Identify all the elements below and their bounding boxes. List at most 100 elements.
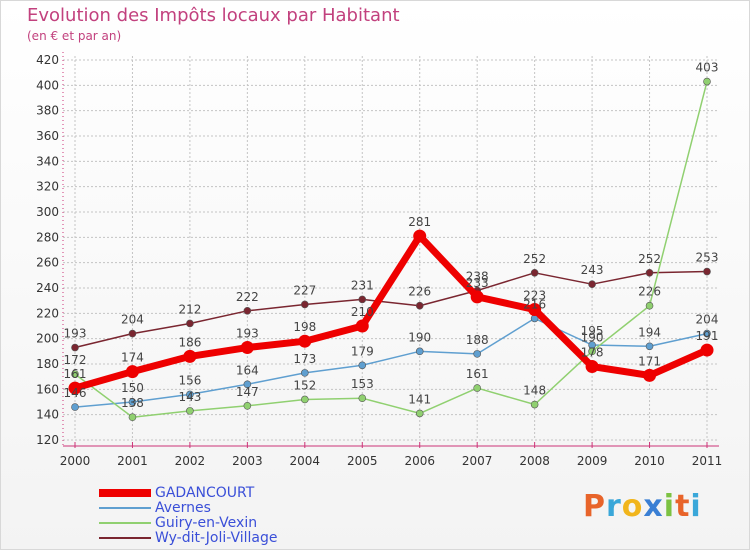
data-label-guiry-en-vexin: 172 <box>64 353 87 367</box>
legend-swatch-wy <box>99 536 151 539</box>
data-label-guiry-en-vexin: 153 <box>351 377 374 391</box>
y-tick-label: 260 <box>36 256 59 270</box>
data-label-guiry-en-vexin: 138 <box>121 396 144 410</box>
data-label-avernes: 216 <box>523 297 546 311</box>
data-point-guiry-en-vexin <box>71 370 79 378</box>
y-tick-label: 420 <box>36 53 59 67</box>
x-tick-label: 2008 <box>519 454 550 468</box>
data-label-guiry-en-vexin: 141 <box>408 392 431 406</box>
data-point-wy-dit-joli-village <box>243 306 252 315</box>
data-point-wy-dit-joli-village <box>71 343 79 352</box>
data-point-wy-dit-joli-village <box>128 329 137 338</box>
data-point-guiry-en-vexin <box>588 347 596 356</box>
x-tick-label: 2011 <box>692 454 723 468</box>
data-label-gadancourt: 178 <box>581 346 604 360</box>
data-point-guiry-en-vexin <box>415 409 424 418</box>
data-point-guiry-en-vexin <box>530 400 539 409</box>
data-label-gadancourt: 186 <box>178 335 201 349</box>
y-tick-label: 240 <box>36 281 59 295</box>
data-label-avernes: 194 <box>638 325 661 339</box>
data-label-wy-dit-joli-village: 243 <box>581 263 604 277</box>
data-label-guiry-en-vexin: 161 <box>466 367 489 381</box>
y-tick-label: 200 <box>36 332 59 346</box>
y-tick-label: 220 <box>36 306 59 320</box>
y-tick-label: 360 <box>36 129 59 143</box>
y-tick-label: 120 <box>36 433 59 447</box>
series-line-gadancourt <box>71 232 711 392</box>
data-label-avernes: 190 <box>408 330 431 344</box>
data-point-wy-dit-joli-village <box>703 267 711 276</box>
legend-label-guiry: Guiry-en-Vexin <box>155 514 258 531</box>
data-label-avernes: 195 <box>581 324 604 338</box>
data-point-guiry-en-vexin <box>301 395 309 404</box>
data-label-avernes: 164 <box>236 363 259 377</box>
legend-item-wy: Wy-dit-Joli-Village <box>99 529 278 546</box>
data-point-avernes <box>473 350 481 358</box>
data-point-wy-dit-joli-village <box>301 300 309 309</box>
data-label-guiry-en-vexin: 190 <box>581 330 604 344</box>
legend-swatch-guiry <box>99 521 151 524</box>
legend-item-guiry: Guiry-en-Vexin <box>99 514 278 531</box>
data-label-guiry-en-vexin: 152 <box>293 378 316 392</box>
data-point-avernes <box>358 361 367 370</box>
data-point-gadancourt <box>125 365 139 379</box>
x-tick-label: 2003 <box>232 454 263 468</box>
data-label-guiry-en-vexin: 147 <box>236 385 259 399</box>
data-label-avernes: 146 <box>64 386 87 400</box>
y-tick-label: 280 <box>36 230 59 244</box>
legend-label-gadancourt: GADANCOURT <box>155 484 255 501</box>
data-point-gadancourt <box>298 334 312 348</box>
data-label-wy-dit-joli-village: 231 <box>351 278 374 292</box>
data-label-avernes: 173 <box>293 352 316 366</box>
x-tick-label: 2000 <box>60 454 91 468</box>
data-point-wy-dit-joli-village <box>530 268 539 277</box>
data-point-avernes <box>128 398 137 406</box>
data-label-gadancourt: 233 <box>466 276 489 290</box>
x-tick-label: 2002 <box>175 454 206 468</box>
data-point-gadancourt <box>355 319 369 333</box>
data-label-avernes: 156 <box>178 373 201 387</box>
data-label-wy-dit-joli-village: 204 <box>121 313 144 327</box>
data-point-wy-dit-joli-village <box>415 301 424 310</box>
legend-label-avernes: Avernes <box>155 499 211 516</box>
data-label-guiry-en-vexin: 148 <box>523 384 546 398</box>
data-label-wy-dit-joli-village: 227 <box>293 283 316 297</box>
data-label-gadancourt: 198 <box>293 320 316 334</box>
y-tick-label: 300 <box>36 205 59 219</box>
data-point-avernes <box>645 342 654 351</box>
series-line-guiry-en-vexin <box>74 80 708 418</box>
data-label-wy-dit-joli-village: 193 <box>64 327 87 341</box>
data-label-avernes: 204 <box>696 313 719 327</box>
data-point-avernes <box>703 329 711 338</box>
legend-label-wy: Wy-dit-Joli-Village <box>155 529 278 546</box>
data-point-gadancourt <box>68 381 82 395</box>
y-tick-label: 320 <box>36 180 59 194</box>
data-point-avernes <box>71 403 79 411</box>
data-point-gadancourt <box>470 290 484 304</box>
x-tick-label: 2001 <box>117 454 148 468</box>
data-point-guiry-en-vexin <box>128 413 137 422</box>
data-label-guiry-en-vexin: 143 <box>178 390 201 404</box>
data-label-avernes: 188 <box>466 333 489 347</box>
data-label-avernes: 179 <box>351 344 374 358</box>
data-point-gadancourt <box>643 368 657 382</box>
data-point-guiry-en-vexin <box>703 77 711 86</box>
data-point-avernes <box>243 380 252 389</box>
data-point-gadancourt <box>413 229 427 243</box>
data-point-avernes <box>186 390 194 399</box>
data-label-gadancourt: 161 <box>64 367 87 381</box>
data-label-gadancourt: 174 <box>121 351 144 365</box>
data-point-wy-dit-joli-village <box>588 280 596 289</box>
data-label-gadancourt: 193 <box>236 327 259 341</box>
data-point-guiry-en-vexin <box>186 407 194 415</box>
x-tick-label: 2005 <box>347 454 378 468</box>
legend-swatch-gadancourt <box>99 488 151 497</box>
data-point-gadancourt <box>240 341 254 355</box>
data-point-guiry-en-vexin <box>243 401 252 410</box>
legend-item-avernes: Avernes <box>99 499 278 516</box>
y-tick-label: 160 <box>36 382 59 396</box>
data-label-gadancourt: 223 <box>523 289 546 303</box>
data-label-wy-dit-joli-village: 222 <box>236 290 259 304</box>
